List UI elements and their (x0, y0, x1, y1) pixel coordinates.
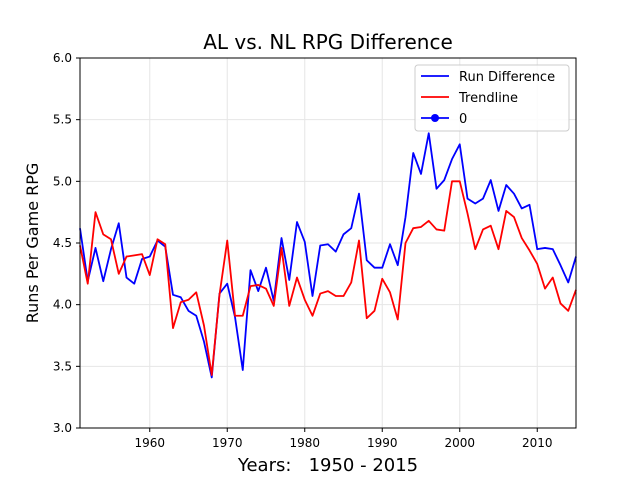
x-axis: 1960 1970 1980 1990 2000 2010 (134, 428, 553, 450)
y-tick-label: 4.0 (53, 298, 72, 312)
legend-label: 0 (459, 112, 467, 127)
legend-box (414, 64, 570, 132)
x-tick-label: 1960 (134, 436, 165, 450)
y-tick-label: 5.0 (53, 174, 72, 188)
x-tick-label: 2000 (444, 436, 475, 450)
y-tick-label: 3.5 (53, 359, 72, 373)
x-axis-label: Years: 1950 - 2015 (237, 455, 418, 476)
y-tick-label: 3.0 (53, 421, 72, 435)
legend-marker (431, 114, 439, 122)
y-axis-label: Runs Per Game RPG (23, 163, 42, 324)
series-layer (79, 132, 577, 379)
x-tick-label: 1980 (289, 436, 320, 450)
chart-title: AL vs. NL RPG Difference (203, 30, 453, 54)
legend-label: Trendline (458, 91, 518, 106)
x-tick-label: 1990 (367, 436, 398, 450)
y-tick-label: 5.5 (53, 113, 72, 127)
series-line-trendline (79, 180, 577, 376)
x-tick-label: 1970 (212, 436, 243, 450)
legend: Run Difference Trendline 0 (414, 64, 570, 132)
y-axis: 3.0 3.5 4.0 4.5 5.0 5.5 6.0 (53, 51, 80, 435)
y-tick-label: 6.0 (53, 51, 72, 65)
y-tick-label: 4.5 (53, 236, 72, 250)
legend-label: Run Difference (459, 70, 555, 85)
x-tick-label: 2010 (522, 436, 553, 450)
series-line-run-difference (79, 132, 577, 379)
